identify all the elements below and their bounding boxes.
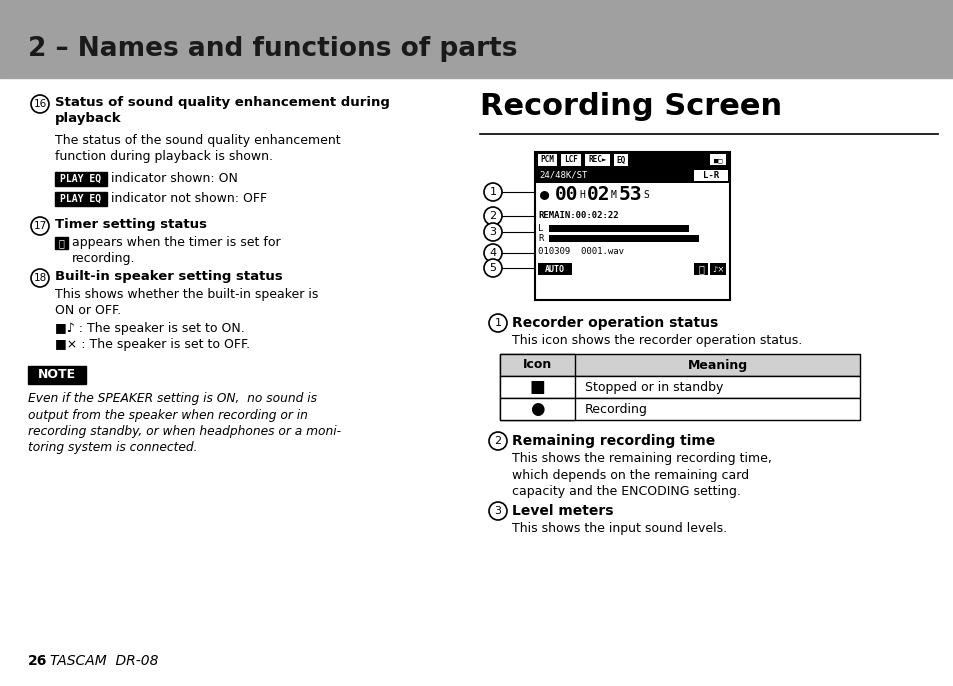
Bar (55, 172, 107, 186)
Text: Level meters: Level meters (512, 504, 613, 518)
Circle shape (483, 259, 501, 277)
Bar (0, 0, 953, 78)
Text: Remaining recording time: Remaining recording time (512, 434, 715, 448)
Bar (693, 169, 727, 180)
Bar (709, 154, 725, 165)
Bar (499, 398, 859, 420)
Text: TASCAM  DR-08: TASCAM DR-08 (50, 654, 158, 668)
Bar (535, 168, 729, 183)
Text: R: R (537, 234, 543, 243)
Circle shape (30, 217, 49, 235)
Bar (499, 398, 575, 420)
Text: 1: 1 (494, 318, 501, 328)
Text: 24/48K/ST: 24/48K/ST (538, 171, 587, 180)
Bar (28, 366, 86, 384)
Circle shape (30, 95, 49, 113)
Text: Built-in speaker setting status: Built-in speaker setting status (55, 270, 282, 283)
Text: Meaning: Meaning (687, 359, 747, 372)
Text: 02: 02 (586, 185, 610, 204)
Text: S: S (642, 190, 648, 200)
Text: This shows the input sound levels.: This shows the input sound levels. (512, 522, 726, 535)
Circle shape (30, 269, 49, 287)
Text: 16: 16 (33, 99, 47, 109)
Text: 1: 1 (489, 187, 496, 197)
Bar (614, 154, 627, 165)
Text: Timer setting status: Timer setting status (55, 218, 207, 231)
Text: 2: 2 (489, 211, 497, 221)
Bar (548, 235, 699, 242)
Text: ●: ● (530, 400, 544, 418)
Text: PCM: PCM (540, 156, 554, 165)
Bar (693, 263, 707, 275)
Text: Recorder operation status: Recorder operation status (512, 316, 718, 330)
Text: M: M (610, 190, 617, 200)
Text: ⏲: ⏲ (698, 264, 703, 274)
Circle shape (489, 502, 506, 520)
Bar (560, 154, 580, 165)
Text: Stopped or in standby: Stopped or in standby (584, 381, 722, 394)
Text: LCF: LCF (563, 156, 578, 165)
Bar (535, 152, 729, 168)
Text: Status of sound quality enhancement during
playback: Status of sound quality enhancement duri… (55, 96, 390, 125)
Text: 26: 26 (28, 654, 48, 668)
Bar (499, 354, 859, 376)
Text: Even if the SPEAKER setting is ON,  no sound is
output from the speaker when rec: Even if the SPEAKER setting is ON, no so… (28, 392, 340, 455)
Text: EQ: EQ (616, 156, 625, 165)
Text: 00: 00 (555, 185, 578, 204)
Text: ⏲: ⏲ (58, 238, 65, 248)
Text: The status of the sound quality enhancement
function during playback is shown.: The status of the sound quality enhancem… (55, 134, 340, 163)
Text: Icon: Icon (522, 359, 552, 372)
Text: 17: 17 (33, 221, 47, 231)
Text: AUTO: AUTO (544, 265, 564, 274)
Bar (709, 263, 725, 275)
Bar (537, 263, 572, 275)
Text: PLAY EQ: PLAY EQ (60, 194, 101, 204)
Text: 4: 4 (489, 248, 497, 258)
Text: 2: 2 (494, 436, 501, 446)
Text: ■: ■ (529, 378, 545, 396)
Circle shape (489, 314, 506, 332)
Text: 5: 5 (489, 263, 496, 273)
Circle shape (483, 223, 501, 241)
Bar (535, 152, 729, 300)
Text: This icon shows the recorder operation status.: This icon shows the recorder operation s… (512, 334, 801, 347)
Bar (55, 237, 68, 249)
Bar (548, 225, 688, 232)
Text: appears when the timer is set for
recording.: appears when the timer is set for record… (71, 236, 280, 265)
Text: L: L (537, 224, 543, 233)
Text: 010309  0001.wav: 010309 0001.wav (537, 247, 623, 256)
Text: ■□: ■□ (713, 157, 721, 163)
Text: ♪×: ♪× (711, 265, 723, 274)
Circle shape (483, 207, 501, 225)
Text: 53: 53 (618, 185, 641, 204)
Text: ■♪ : The speaker is set to ON.: ■♪ : The speaker is set to ON. (55, 322, 245, 335)
Bar (584, 154, 609, 165)
Text: indicator not shown: OFF: indicator not shown: OFF (111, 193, 267, 206)
Circle shape (489, 432, 506, 450)
Text: Recording Screen: Recording Screen (479, 92, 781, 121)
Text: H: H (578, 190, 584, 200)
Text: ■× : The speaker is set to OFF.: ■× : The speaker is set to OFF. (55, 338, 250, 351)
Text: 3: 3 (489, 227, 496, 237)
Bar (499, 376, 575, 398)
Text: REC►: REC► (588, 156, 606, 165)
Text: indicator shown: ON: indicator shown: ON (111, 172, 237, 185)
Circle shape (483, 244, 501, 262)
Text: Recording: Recording (584, 403, 647, 416)
Text: NOTE: NOTE (38, 368, 76, 381)
Text: ●: ● (539, 187, 549, 202)
Text: 18: 18 (33, 273, 47, 283)
Bar (499, 354, 575, 376)
Text: This shows the remaining recording time,
which depends on the remaining card
cap: This shows the remaining recording time,… (512, 452, 771, 498)
Text: REMAIN:00:02:22: REMAIN:00:02:22 (537, 211, 618, 220)
Circle shape (483, 183, 501, 201)
Text: This shows whether the built-in speaker is
ON or OFF.: This shows whether the built-in speaker … (55, 288, 318, 317)
Bar (499, 376, 859, 398)
Text: L-R: L-R (702, 171, 719, 180)
Bar (537, 154, 557, 165)
Bar (55, 192, 107, 206)
Text: PLAY EQ: PLAY EQ (60, 174, 101, 184)
Text: 3: 3 (494, 506, 501, 516)
Text: 2 – Names and functions of parts: 2 – Names and functions of parts (28, 36, 517, 62)
